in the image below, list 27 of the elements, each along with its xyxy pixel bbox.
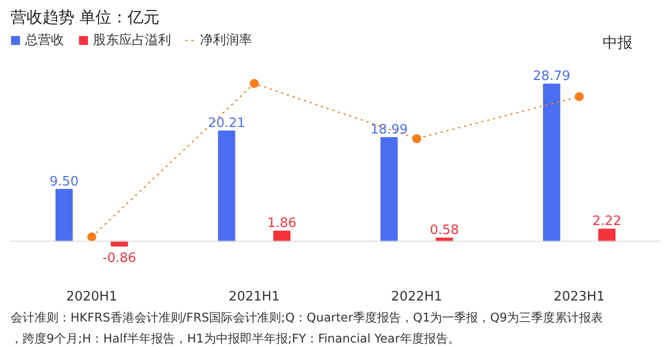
legend-label: 股东应占溢利	[93, 32, 171, 49]
text: 中报	[602, 34, 632, 52]
bar	[380, 137, 398, 242]
x-tick-label: 2022H1	[391, 290, 442, 304]
x-tick-label: 2021H1	[228, 290, 280, 304]
data-label: 28.79	[533, 69, 570, 84]
chart-title: 营收趋势 单位：亿元	[10, 8, 160, 26]
point	[574, 92, 584, 102]
data-label: 20.21	[208, 116, 246, 131]
data-label: 9.50	[50, 174, 79, 190]
legend-label: 总营收	[25, 32, 64, 49]
point	[412, 134, 422, 144]
data-label: 1.86	[267, 216, 296, 232]
data-label: -0.86	[102, 251, 136, 266]
data-label: 2.22	[592, 214, 622, 230]
text: 会计准则：HKFRS香港会计准则/FRS国际会计准则;Q：Quarter季度报告，Q1为一季报，Q9为三季度累计报表，跨度9个月;H：Half半年报告，H1为中报即半年报;FY：Financial Year年度报告。	[10, 310, 604, 346]
bar	[543, 84, 560, 242]
point	[250, 79, 259, 88]
x-tick-label: 2020H1	[66, 290, 118, 304]
x-tick-label: 2023H1	[554, 290, 605, 304]
bar	[598, 228, 616, 242]
bar	[218, 130, 236, 242]
point	[87, 232, 96, 242]
data-label: 0.58	[430, 223, 459, 238]
legend-label: 净利润率	[200, 32, 252, 49]
bar	[56, 188, 73, 242]
bar	[273, 230, 290, 242]
